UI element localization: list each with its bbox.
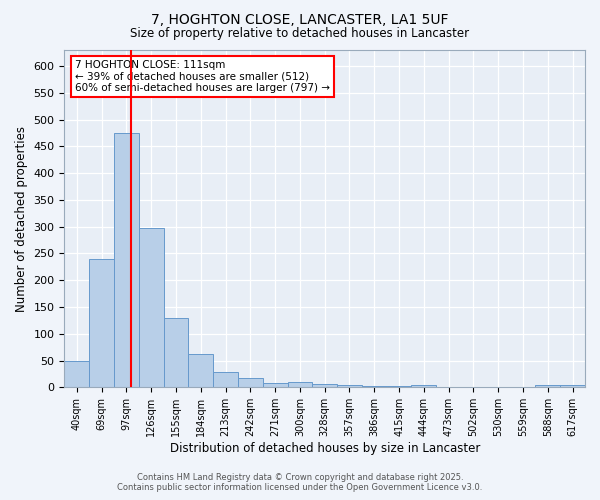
Bar bbox=[213, 372, 238, 388]
Bar bbox=[386, 386, 412, 388]
Bar bbox=[412, 385, 436, 388]
X-axis label: Distribution of detached houses by size in Lancaster: Distribution of detached houses by size … bbox=[170, 442, 480, 455]
Bar bbox=[139, 228, 164, 388]
Bar bbox=[89, 259, 114, 388]
Text: 7, HOGHTON CLOSE, LANCASTER, LA1 5UF: 7, HOGHTON CLOSE, LANCASTER, LA1 5UF bbox=[151, 12, 449, 26]
Text: 7 HOGHTON CLOSE: 111sqm
← 39% of detached houses are smaller (512)
60% of semi-d: 7 HOGHTON CLOSE: 111sqm ← 39% of detache… bbox=[75, 60, 330, 94]
Bar bbox=[535, 384, 560, 388]
Bar bbox=[436, 387, 461, 388]
Bar bbox=[337, 384, 362, 388]
Bar bbox=[188, 354, 213, 388]
Bar bbox=[114, 133, 139, 388]
Bar bbox=[64, 360, 89, 388]
Bar bbox=[560, 385, 585, 388]
Text: Contains HM Land Registry data © Crown copyright and database right 2025.
Contai: Contains HM Land Registry data © Crown c… bbox=[118, 473, 482, 492]
Text: Size of property relative to detached houses in Lancaster: Size of property relative to detached ho… bbox=[130, 28, 470, 40]
Y-axis label: Number of detached properties: Number of detached properties bbox=[15, 126, 28, 312]
Bar bbox=[263, 383, 287, 388]
Bar bbox=[238, 378, 263, 388]
Bar bbox=[362, 386, 386, 388]
Bar bbox=[313, 384, 337, 388]
Bar bbox=[287, 382, 313, 388]
Bar bbox=[164, 318, 188, 388]
Bar bbox=[486, 387, 511, 388]
